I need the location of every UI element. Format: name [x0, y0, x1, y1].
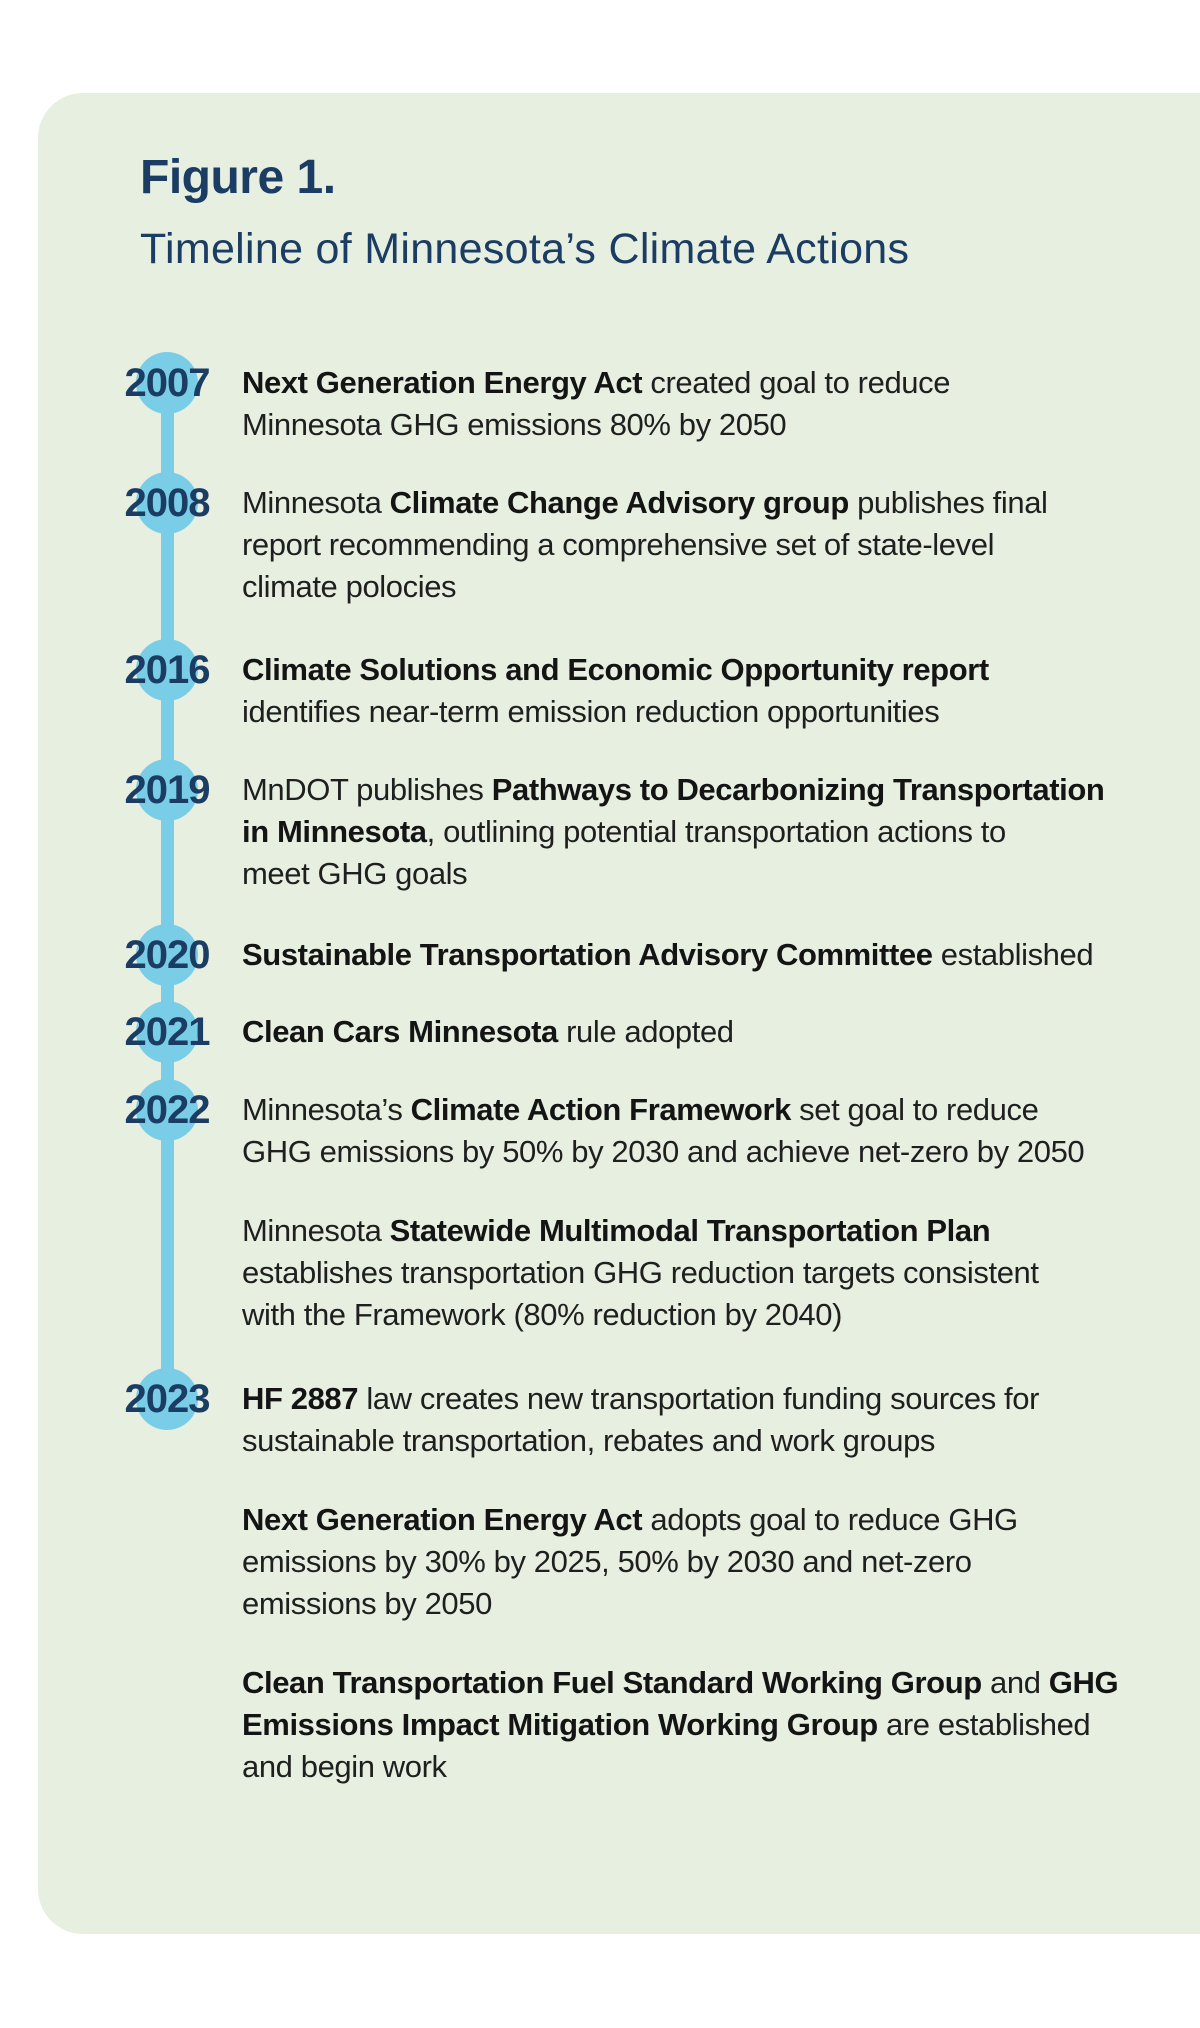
entry-text-segment: emissions by 30% by 2025, 50% by 2030 an… [242, 1544, 972, 1579]
entry-text-segment: Next Generation Energy Act [242, 365, 643, 400]
year-node-circle [136, 759, 198, 821]
entry-text-segment: adopts goal to reduce GHG [642, 1502, 1018, 1537]
entry-text-segment: rule adopted [557, 1014, 734, 1049]
entry-text: HF 2887 law creates new transportation f… [242, 1378, 1140, 1788]
year-node-circle [136, 1079, 198, 1141]
timeline-line [161, 383, 174, 1399]
entry-text-segment: , outlining potential transportation act… [426, 814, 1007, 849]
entry-paragraph: Next Generation Energy Act adopts goal t… [242, 1499, 1140, 1625]
figure-card: Figure 1. Timeline of Minnesota’s Climat… [38, 93, 1200, 1934]
entry-text: Minnesota’s Climate Action Framework set… [242, 1089, 1140, 1336]
timeline-entry-2021: 2021 Clean Cars Minnesota rule adopted [38, 1001, 1200, 1063]
entry-paragraph: Minnesota’s Climate Action Framework set… [242, 1089, 1140, 1173]
timeline-entry-2016: 2016 Climate Solutions and Economic Oppor… [38, 639, 1200, 733]
year-label: 2016 [124, 648, 211, 692]
year-label: 2023 [124, 1377, 211, 1421]
entry-paragraph: Sustainable Transportation Advisory Comm… [242, 934, 1140, 976]
entry-text: Minnesota Climate Change Advisory group … [242, 482, 1140, 608]
entry-text-segment: and [981, 1665, 1049, 1700]
entry-text-segment: Emissions Impact Mitigation Working Grou… [242, 1707, 878, 1742]
year-label: 2020 [124, 933, 211, 977]
timeline-entry-2019: 2019 MnDOT publishes Pathways to Decarbon… [38, 759, 1200, 895]
entry-text-segment: created goal to reduce [642, 365, 951, 400]
entry-text-segment: Sustainable Transportation Advisory Comm… [242, 937, 933, 972]
entry-text-segment: Minnesota’s [242, 1092, 411, 1127]
entry-paragraph: HF 2887 law creates new transportation f… [242, 1378, 1140, 1462]
year-node-circle [136, 1001, 198, 1063]
entry-text-segment: GHG [1048, 1665, 1119, 1700]
entry-text: Sustainable Transportation Advisory Comm… [242, 934, 1140, 976]
year-node-circle [136, 924, 198, 986]
entry-text-segment: Statewide Multimodal Transportation Plan [389, 1213, 991, 1248]
entry-paragraph: Clean Cars Minnesota rule adopted [242, 1011, 1140, 1053]
entry-text-segment: climate polocies [242, 569, 457, 604]
entry-text-segment: Next Generation Energy Act [242, 1502, 643, 1537]
year-node-circle [136, 472, 198, 534]
year-label: 2021 [124, 1010, 211, 1054]
entry-paragraph: Clean Transportation Fuel Standard Worki… [242, 1662, 1140, 1788]
entry-text-segment: Minnesota [242, 485, 390, 520]
entry-text-segment: Pathways to Decarbonizing Transportation [491, 772, 1105, 807]
entry-text: Climate Solutions and Economic Opportuni… [242, 649, 1140, 733]
entry-paragraph: Minnesota Statewide Multimodal Transport… [242, 1210, 1140, 1336]
entry-paragraph: MnDOT publishes Pathways to Decarbonizin… [242, 769, 1140, 895]
entry-text-segment: emissions by 2050 [242, 1586, 492, 1621]
entry-text-segment: publishes final [848, 485, 1048, 520]
entry-text-segment: in Minnesota [242, 814, 427, 849]
figure-title: Timeline of Minnesota’s Climate Actions [140, 225, 910, 273]
entry-text-segment: Climate Action Framework [410, 1092, 792, 1127]
entry-text-segment: MnDOT publishes [242, 772, 492, 807]
entry-text-segment: Climate Change Advisory group [389, 485, 850, 520]
entry-text-segment: Minnesota [242, 1213, 390, 1248]
timeline-entry-2008: 2008 Minnesota Climate Change Advisory gr… [38, 472, 1200, 608]
entry-text-segment: meet GHG goals [242, 856, 468, 891]
year-label: 2022 [124, 1088, 211, 1132]
timeline-entry-2022: 2022 Minnesota’s Climate Action Framework… [38, 1079, 1200, 1336]
year-node-circle [136, 639, 198, 701]
entry-text-segment: set goal to reduce [790, 1092, 1039, 1127]
entry-text-segment: sustainable transportation, rebates and … [242, 1423, 936, 1458]
entry-paragraph: Next Generation Energy Act created goal … [242, 362, 1140, 446]
entry-text: Next Generation Energy Act created goal … [242, 362, 1140, 446]
figure-label: Figure 1. [140, 151, 336, 204]
year-node-circle [136, 352, 198, 414]
entry-paragraph: Minnesota Climate Change Advisory group … [242, 482, 1140, 608]
entry-text-segment: and begin work [242, 1749, 447, 1784]
timeline-entry-2007: 2007 Next Generation Energy Act created g… [38, 352, 1200, 446]
entry-text: MnDOT publishes Pathways to Decarbonizin… [242, 769, 1140, 895]
entry-text-segment: with the Framework (80% reduction by 204… [242, 1297, 843, 1332]
entry-text-segment: Clean Transportation Fuel Standard Worki… [242, 1665, 982, 1700]
entry-text-segment: Climate Solutions and Economic Opportuni… [242, 652, 989, 687]
entry-text-segment: establishes transportation GHG reduction… [242, 1255, 1039, 1290]
entry-text-segment: established [932, 937, 1094, 972]
entry-text: Clean Cars Minnesota rule adopted [242, 1011, 1140, 1053]
entry-text-segment: report recommending a comprehensive set … [242, 527, 995, 562]
entry-text-segment: GHG emissions by 50% by 2030 and achieve… [242, 1134, 1085, 1169]
year-node-circle [136, 1368, 198, 1430]
year-label: 2008 [124, 481, 211, 525]
entry-text-segment: HF 2887 [242, 1381, 359, 1416]
timeline-entry-2023: 2023 HF 2887 law creates new transportati… [38, 1368, 1200, 1788]
year-label: 2007 [124, 361, 211, 405]
year-label: 2019 [124, 768, 211, 812]
entry-text-segment: law creates new transportation funding s… [358, 1381, 1040, 1416]
entry-text-segment: Clean Cars Minnesota [242, 1014, 558, 1049]
entry-text-segment: are established [877, 1707, 1091, 1742]
timeline-entry-2020: 2020 Sustainable Transportation Advisory … [38, 924, 1200, 986]
entry-text-segment: Minnesota GHG emissions 80% by 2050 [242, 407, 787, 442]
timeline: 2007 Next Generation Energy Act created g… [38, 93, 1200, 1934]
entry-paragraph: Climate Solutions and Economic Opportuni… [242, 649, 1140, 733]
entry-text-segment: identifies near-term emission reduction … [242, 694, 940, 729]
